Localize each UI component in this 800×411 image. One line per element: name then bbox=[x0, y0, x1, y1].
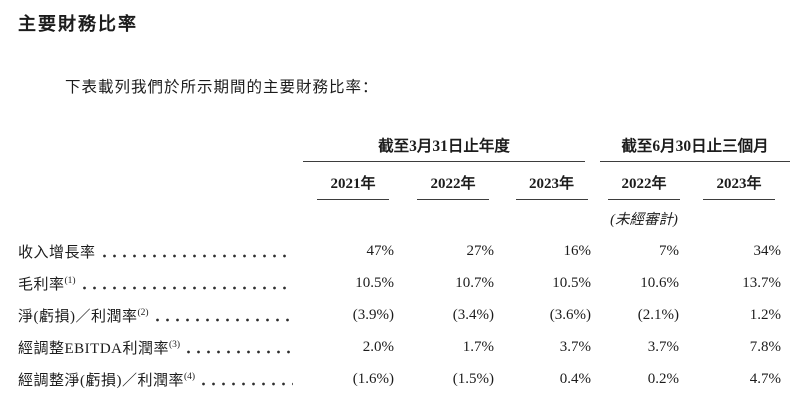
table-row-revenue-growth: 收入增長率 47% 27% 16% 7% 34% bbox=[18, 236, 790, 268]
unaudited-note: (未經審計) bbox=[610, 211, 678, 228]
cell-value: (1.5%) bbox=[452, 371, 494, 388]
period-group-header-row: 截至3月31日止年度 截至6月30日止三個月 bbox=[18, 134, 791, 162]
dot-leader bbox=[82, 286, 293, 291]
group-year-ended-march-label: 截至3月31日止年度 bbox=[303, 134, 585, 162]
cell-value: 10.6% bbox=[640, 275, 679, 292]
cell-value: 2.0% bbox=[362, 339, 394, 356]
unaudited-note-row: (未經審計) bbox=[18, 200, 790, 236]
label-column-spacer bbox=[18, 134, 303, 162]
cell-value: (1.6%) bbox=[352, 371, 394, 388]
group-year-ended-march: 截至3月31日止年度 bbox=[303, 134, 600, 162]
row-label: 收入增長率 bbox=[18, 245, 96, 262]
dot-leader bbox=[187, 350, 293, 355]
label-column-spacer bbox=[18, 162, 303, 200]
cell-value: 27% bbox=[466, 243, 495, 260]
cell-value: 4.7% bbox=[749, 371, 782, 388]
table-row-adjusted-ebitda-margin: 經調整EBITDA利潤率(3) 2.0% 1.7% 3.7% 3.7% 7.8% bbox=[18, 332, 790, 364]
intro-text: 下表載列我們於所示期間的主要財務比率： bbox=[65, 78, 379, 96]
year-header-row: 2021年 2022年 2023年 2022年 2023年 bbox=[18, 162, 790, 200]
col-header-2021: 2021年 bbox=[303, 162, 403, 200]
col-header-2023-q: 2023年 bbox=[688, 162, 790, 200]
cell-value: 47% bbox=[366, 243, 395, 260]
row-label: 淨(虧損)／利潤率(2) bbox=[18, 308, 149, 326]
cell-value: 10.5% bbox=[355, 275, 394, 292]
cell-value: (3.4%) bbox=[452, 307, 494, 324]
dot-leader bbox=[202, 382, 293, 387]
row-label: 經調整淨(虧損)／利潤率(4) bbox=[18, 372, 196, 390]
cell-value: 3.7% bbox=[559, 339, 591, 356]
cell-value: 10.5% bbox=[552, 275, 591, 292]
cell-value: (2.1%) bbox=[637, 307, 679, 324]
cell-value: 1.7% bbox=[462, 339, 494, 356]
row-label: 毛利率(1) bbox=[18, 276, 76, 294]
table-row-net-margin: 淨(虧損)／利潤率(2) (3.9%) (3.4%) (3.6%) (2.1%)… bbox=[18, 300, 790, 332]
table-row-gross-margin: 毛利率(1) 10.5% 10.7% 10.5% 10.6% 13.7% bbox=[18, 268, 790, 300]
col-header-2022: 2022年 bbox=[403, 162, 503, 200]
cell-value: 3.7% bbox=[647, 339, 679, 356]
section-title: 主要財務比率 bbox=[18, 14, 138, 34]
table-row-adjusted-net-margin: 經調整淨(虧損)／利潤率(4) (1.6%) (1.5%) 0.4% 0.2% … bbox=[18, 364, 790, 396]
cell-value: 13.7% bbox=[742, 275, 782, 292]
cell-value: 10.7% bbox=[455, 275, 494, 292]
cell-value: 7% bbox=[659, 243, 679, 260]
cell-value: 16% bbox=[563, 243, 592, 260]
cell-value: 0.4% bbox=[559, 371, 591, 388]
group-three-months-june: 截至6月30日止三個月 bbox=[600, 134, 791, 162]
cell-value: 1.2% bbox=[749, 307, 782, 324]
cell-value: 34% bbox=[753, 243, 782, 260]
financial-ratios-table: 截至3月31日止年度 截至6月30日止三個月 2021年 2022年 2023年… bbox=[18, 134, 791, 396]
cell-value: 7.8% bbox=[749, 339, 782, 356]
col-header-2022-q: 2022年 bbox=[600, 162, 688, 200]
col-header-2023: 2023年 bbox=[503, 162, 600, 200]
group-three-months-june-label: 截至6月30日止三個月 bbox=[600, 134, 791, 162]
cell-value: 0.2% bbox=[647, 371, 679, 388]
cell-value: (3.9%) bbox=[352, 307, 394, 324]
cell-value: (3.6%) bbox=[549, 307, 591, 324]
dot-leader bbox=[102, 254, 293, 259]
dot-leader bbox=[155, 318, 293, 323]
row-label: 經調整EBITDA利潤率(3) bbox=[18, 340, 181, 358]
